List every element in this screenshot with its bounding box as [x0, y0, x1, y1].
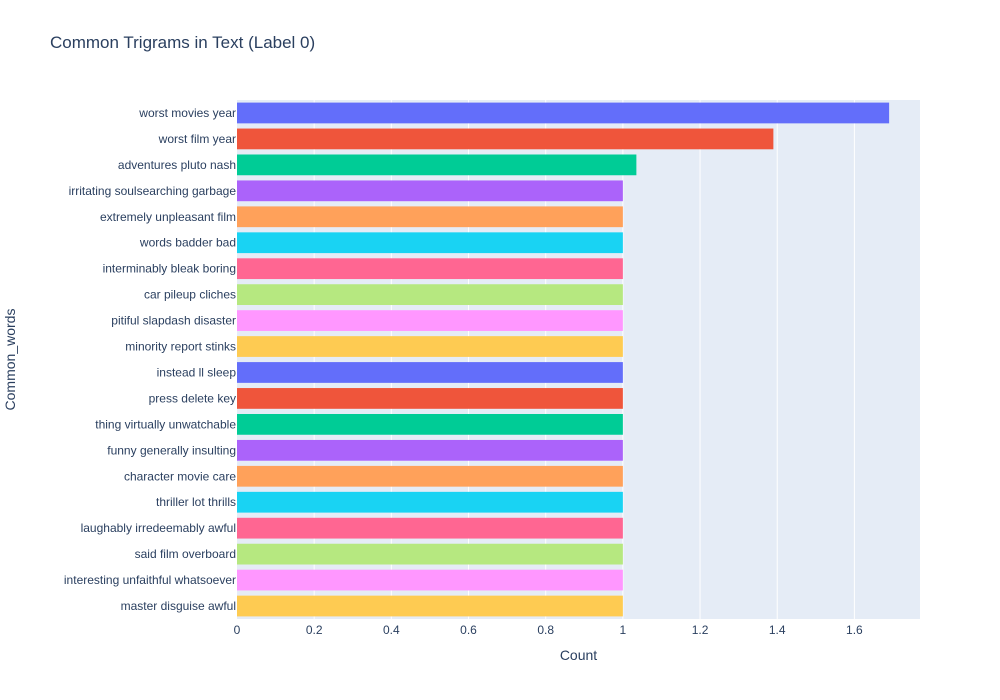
y-tick-label: worst movies year	[138, 106, 236, 120]
bar[interactable]	[237, 362, 623, 383]
bar[interactable]	[237, 128, 774, 150]
bar[interactable]	[237, 569, 623, 591]
bar[interactable]	[237, 102, 890, 124]
x-tick-label: 1.6	[846, 623, 863, 637]
y-tick-labels: worst movies year worst film year adventur…	[64, 106, 236, 613]
y-tick-label: adventures pluto nash	[118, 158, 236, 172]
bar[interactable]	[237, 413, 623, 435]
x-tick-label: 0	[234, 623, 241, 637]
bar[interactable]	[237, 543, 623, 565]
x-tick-label: 1.4	[769, 623, 786, 637]
y-tick-label: interesting unfaithful whatsoever	[64, 573, 236, 587]
y-tick-label: said film overboard	[135, 547, 236, 561]
y-tick-label: extremely unpleasant film	[100, 210, 236, 224]
bar[interactable]	[237, 206, 623, 228]
x-tick-labels: 0 0.2 0.4 0.6 0.8 1 1.2 1.4 1.6	[234, 623, 863, 637]
bar[interactable]	[237, 336, 623, 357]
bar[interactable]	[237, 439, 623, 461]
chart-title: Common Trigrams in Text (Label 0)	[50, 33, 316, 52]
bar[interactable]	[237, 154, 637, 176]
plot-area	[237, 100, 920, 619]
y-tick-label: words badder bad	[139, 236, 236, 250]
bar[interactable]	[237, 388, 623, 409]
bar[interactable]	[237, 491, 623, 513]
y-tick-label: thing virtually unwatchable	[95, 417, 236, 431]
bar[interactable]	[237, 517, 623, 539]
y-tick-label: press delete key	[149, 391, 236, 405]
bar[interactable]	[237, 284, 623, 306]
y-tick-label: interminably bleak boring	[103, 262, 236, 276]
y-axis-title: Common_words	[2, 309, 18, 411]
y-tick-label: minority report stinks	[125, 340, 236, 354]
bar[interactable]	[237, 180, 623, 202]
x-tick-label: 0.2	[306, 623, 323, 637]
bar[interactable]	[237, 232, 623, 254]
y-tick-label: irritating soulsearching garbage	[69, 184, 237, 198]
y-tick-label: pitiful slapdash disaster	[111, 314, 236, 328]
y-tick-label: master disguise awful	[121, 599, 236, 613]
y-tick-label: thriller lot thrills	[156, 495, 236, 509]
y-tick-label: laughably irredeemably awful	[81, 521, 236, 535]
y-tick-label: car pileup cliches	[144, 288, 236, 302]
bar[interactable]	[237, 310, 623, 331]
y-tick-label: funny generally insulting	[107, 443, 236, 457]
bar[interactable]	[237, 595, 623, 617]
bars	[237, 102, 890, 617]
x-axis-title: Count	[560, 647, 597, 663]
x-tick-label: 0.4	[383, 623, 400, 637]
y-tick-label: worst film year	[158, 132, 236, 146]
bar[interactable]	[237, 258, 623, 280]
bar[interactable]	[237, 465, 623, 487]
y-tick-label: character movie care	[124, 469, 236, 483]
x-tick-label: 0.6	[460, 623, 477, 637]
x-tick-label: 1.2	[692, 623, 709, 637]
y-tick-label: instead ll sleep	[157, 365, 237, 379]
x-tick-label: 1	[620, 623, 627, 637]
x-tick-label: 0.8	[537, 623, 554, 637]
